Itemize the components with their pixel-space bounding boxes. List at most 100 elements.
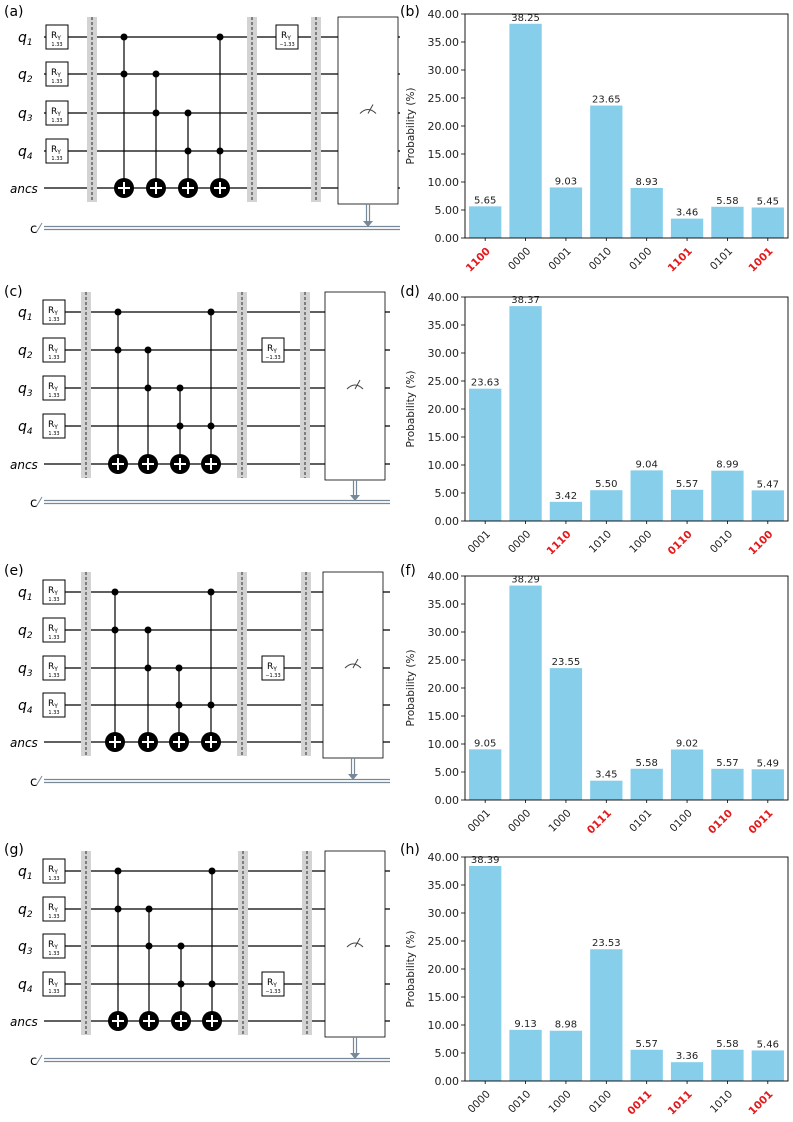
- meter-needle-icon: [352, 658, 359, 669]
- gate-name: RY: [48, 382, 58, 393]
- control-dot: [216, 147, 224, 155]
- bar-0000: [509, 585, 542, 800]
- meter-needle-icon: [354, 937, 361, 948]
- control-dot: [207, 701, 215, 709]
- data-label: 5.49: [757, 758, 779, 769]
- control-dot: [175, 664, 183, 672]
- gate-name: RY: [267, 344, 277, 355]
- measure-rect: [322, 571, 384, 759]
- gate-box: [45, 61, 69, 87]
- y-tick-label: 25.00: [428, 654, 460, 667]
- gate-param: 1.33: [48, 355, 59, 361]
- y-tick-label: 20.00: [428, 963, 460, 976]
- bar-1010: [711, 1049, 744, 1081]
- meter-arc-icon: [346, 384, 364, 390]
- ry-inverse-gate: RY−1.33: [261, 971, 285, 997]
- ry-gate-q1: RY1.33: [42, 579, 66, 605]
- y-tick-label: 10.00: [428, 738, 460, 751]
- ry-gate-q1: RY1.33: [42, 858, 66, 884]
- gate-param: 1.33: [48, 431, 59, 437]
- toffoli-gate-4: [202, 867, 222, 1031]
- ancilla-label: ancs: [10, 458, 38, 472]
- y-tick-label: 5.00: [435, 487, 460, 500]
- bar-0000: [469, 866, 502, 1081]
- x-tick-label: 1000: [546, 1088, 573, 1115]
- gate-box: [42, 655, 66, 681]
- control-dot: [175, 701, 183, 709]
- bar-1011: [670, 1062, 704, 1081]
- classical-label: c: [30, 775, 37, 790]
- bar-0001: [549, 187, 583, 238]
- data-label: 5.57: [636, 1039, 658, 1050]
- ry-inverse-gate: RY−1.33: [261, 337, 285, 363]
- toffoli-gate-2: [138, 346, 158, 474]
- toffoli-gate-2: [146, 70, 166, 198]
- classical-slash: [35, 496, 43, 508]
- x-tick-label: 1101: [666, 245, 695, 274]
- x-tick-label: 1001: [746, 1088, 775, 1117]
- data-label: 38.39: [471, 855, 500, 866]
- data-label: 5.58: [716, 196, 738, 207]
- panel-label-h: (h): [400, 842, 420, 858]
- gate-name: RY: [48, 420, 58, 431]
- qubit-label: q3: [18, 939, 33, 957]
- x-tick-label: 0011: [625, 1088, 654, 1117]
- bar-0110: [670, 489, 704, 521]
- x-tick-label: 0010: [708, 528, 735, 555]
- measure-arrow-icon: [348, 774, 358, 780]
- gate-box: [45, 24, 69, 50]
- gate-name: RY: [267, 978, 277, 989]
- panel-label-b: (b): [400, 4, 420, 20]
- measure-arrow-icon: [363, 221, 373, 227]
- control-dot: [152, 109, 160, 117]
- control-dot: [120, 33, 128, 41]
- bar-1100: [469, 206, 502, 238]
- bar-0001: [469, 749, 502, 800]
- bar-0001: [469, 388, 502, 521]
- gate-box: [42, 299, 66, 325]
- gate-param: 1.33: [48, 951, 59, 957]
- y-tick-label: 35.00: [428, 598, 460, 611]
- circuit-diagram-c: q1q2q3q4ancscRY1.33RY1.33RY1.33RY1.33RY−…: [10, 291, 390, 511]
- classical-slash: [35, 1054, 43, 1066]
- y-tick-label: 20.00: [428, 682, 460, 695]
- x-tick-label: 1010: [587, 528, 614, 555]
- measure-rect: [324, 291, 386, 481]
- x-tick-label: 0000: [466, 1088, 493, 1115]
- ry-gate-q4: RY1.33: [42, 413, 66, 439]
- data-label: 3.46: [676, 208, 698, 219]
- control-dot: [145, 905, 153, 913]
- bar-0011: [751, 769, 784, 800]
- x-tick-label: 0000: [506, 528, 533, 555]
- x-tick-label: 0100: [627, 245, 654, 272]
- x-tick-label: 0001: [546, 245, 573, 272]
- circuit-diagram-e: q1q2q3q4ancscRY1.33RY1.33RY1.33RY1.33RY−…: [10, 571, 390, 790]
- data-label: 5.50: [595, 479, 617, 490]
- gate-name: RY: [48, 662, 58, 673]
- control-dot: [114, 905, 122, 913]
- data-label: 5.57: [716, 758, 738, 769]
- toffoli-gate-3: [178, 109, 198, 198]
- ry-gate-q4: RY1.33: [45, 138, 69, 164]
- circuit-diagram-g: q1q2q3q4ancscRY1.33RY1.33RY1.33RY1.33RY−…: [10, 850, 390, 1069]
- data-label: 5.45: [757, 196, 779, 207]
- y-tick-label: 40.00: [428, 570, 460, 583]
- toffoli-gate-4: [201, 308, 221, 474]
- toffoli-gate-3: [171, 942, 191, 1031]
- x-tick-label: 1010: [708, 1088, 735, 1115]
- data-label: 9.02: [676, 738, 698, 749]
- toffoli-gate-2: [138, 626, 158, 752]
- y-tick-label: 25.00: [428, 935, 460, 948]
- gate-box: [42, 579, 66, 605]
- gate-param: 1.33: [51, 79, 62, 85]
- x-tick-label: 0001: [466, 528, 493, 555]
- toffoli-gate-1: [105, 588, 125, 752]
- toffoli-gate-1: [108, 867, 128, 1031]
- y-tick-label: 0.00: [435, 794, 460, 807]
- x-tick-label: 0100: [587, 1088, 614, 1115]
- y-tick-label: 20.00: [428, 403, 460, 416]
- gate-param: 1.33: [48, 317, 59, 323]
- x-tick-label: 1001: [746, 245, 775, 274]
- gate-param: 1.33: [51, 156, 62, 162]
- gate-box: [275, 24, 299, 50]
